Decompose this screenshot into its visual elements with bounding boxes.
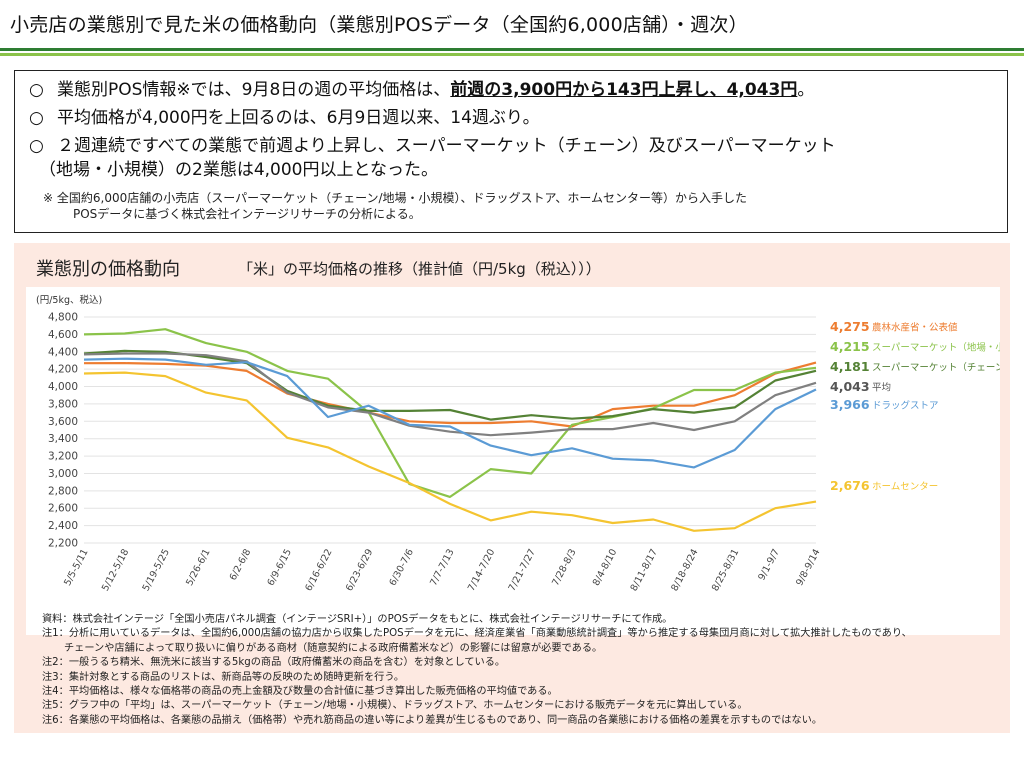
- header-rule-light: [0, 53, 1024, 56]
- bullet-circle-icon: ○: [29, 108, 44, 128]
- series-end-value-label: 4,043: [830, 379, 870, 394]
- footnote-line: 注6：各業態の平均価格は、各業態の品揃え（価格帯）や売れ筋商品の違い等により差異…: [42, 714, 823, 726]
- x-tick-label: 6/30-7/6: [387, 547, 416, 588]
- footnote-line: 注1：分析に用いているデータは、全国約6,000店舗の協力店から収集したPOSデ…: [42, 628, 912, 640]
- summary-bullet-1: ○ 業態別POS情報※では、9月8日の週の平均価格は、前週の3,900円から143…: [29, 79, 814, 101]
- bullet-2-text: 平均価格が4,000円を上回るのは、6月9日週以来、14週ぶり。: [57, 108, 540, 128]
- panel-subtitle: 「米」の平均価格の推移（推計値（円/5kg（税込）））: [238, 260, 601, 278]
- x-tick-label: 8/4-8/10: [591, 547, 620, 588]
- bullet-3-text: ２週連続ですべての業態で前週より上昇し、スーパーマーケット（チェーン）及びスーパ…: [57, 136, 836, 156]
- x-tick-label: 9/1-9/7: [756, 547, 782, 582]
- series-end-name-label: 平均: [872, 382, 891, 394]
- x-tick-label: 9/8-9/14: [794, 547, 823, 588]
- y-tick-label: 4,200: [48, 364, 78, 376]
- y-axis-unit-label: (円/5kg、税込): [36, 294, 102, 306]
- chart-area: (円/5kg、税込) 2,200 2,400 2,600 2,800 3,000 3,200…: [26, 287, 1024, 635]
- y-tick-label: 4,000: [48, 381, 78, 393]
- x-tick-label: 5/12-5/18: [100, 547, 131, 593]
- series-end-value-label: 4,275: [830, 319, 870, 334]
- x-tick-label: 8/11-8/17: [629, 547, 660, 593]
- y-tick-label: 4,600: [48, 329, 78, 341]
- summary-bullet-2: ○ 平均価格が4,000円を上回るのは、6月9日週以来、14週ぶり。: [29, 107, 540, 129]
- summary-note-line-2: POSデータに基づく株式会社インテージリサーチの分析による。: [73, 207, 421, 221]
- series-line: [83, 328, 817, 498]
- series-line: [83, 349, 817, 421]
- summary-box: ○ 業態別POS情報※では、9月8日の週の平均価格は、前週の3,900円から143…: [14, 70, 1008, 233]
- bullet-circle-icon: ○: [29, 80, 44, 100]
- footnote-line: 資料：株式会社インテージ「全国小売店パネル調査（インテージSRI+）」のPOSデ…: [42, 614, 673, 625]
- series-line: [83, 352, 817, 437]
- y-tick-label: 2,400: [48, 520, 78, 532]
- x-tick-label: 7/7-7/13: [428, 547, 457, 588]
- bullet-circle-icon: ○: [29, 136, 44, 156]
- summary-note-line-1: ※ 全国約6,000店舗の小売店（スーパーマーケット（チェーン/地場・小規模）、…: [43, 191, 747, 205]
- summary-bullet-3-cont: （地場・小規模）の2業態は4,000円以上となった。: [39, 159, 438, 181]
- y-tick-label: 3,800: [48, 398, 78, 410]
- series-line: [83, 361, 817, 428]
- x-tick-label: 5/5-5/11: [62, 547, 91, 588]
- x-tick-label: 8/25-8/31: [710, 547, 741, 593]
- summary-bullet-3: ○ ２週連続ですべての業態で前週より上昇し、スーパーマーケット（チェーン）及びスー…: [29, 135, 836, 157]
- y-tick-label: 2,200: [48, 538, 78, 550]
- series-line: [83, 371, 817, 532]
- x-tick-label: 7/14-7/20: [466, 547, 497, 593]
- series-end-name-label: 農林水産省・公表値: [872, 322, 958, 334]
- y-tick-label: 3,200: [48, 451, 78, 463]
- series-end-value-label: 2,676: [830, 478, 870, 493]
- bullet-1-suffix: 。: [797, 80, 815, 100]
- price-trend-chart: (円/5kg、税込) 2,200 2,400 2,600 2,800 3,000 3,200…: [36, 294, 1024, 593]
- series-line: [83, 357, 817, 469]
- panel-title: 業態別の価格動向: [36, 259, 180, 280]
- series-end-name-label: スーパーマーケット（チェーン）: [872, 362, 1000, 374]
- bullet-1-emphasis: 前週の3,900円から143円上昇し、4,043円: [450, 80, 798, 100]
- series-end-value-label: 3,966: [830, 397, 870, 412]
- footnote-line: 注3：集計対象とする商品のリストは、新商品等の反映のため随時更新を行う。: [42, 671, 405, 683]
- series-end-name-label: ホームセンター: [872, 482, 938, 493]
- bullet-3-text-2: （地場・小規模）の2業態は4,000円以上となった。: [39, 160, 438, 180]
- y-tick-label: 4,400: [48, 346, 78, 358]
- x-tick-label: 7/21-7/27: [507, 547, 538, 593]
- bullet-1-prefix: 業態別POS情報※では、9月8日の週の平均価格は、: [57, 80, 451, 100]
- x-tick-label: 6/16-6/22: [303, 547, 334, 593]
- series-end-name-label: ドラッグストア: [872, 400, 939, 412]
- y-tick-label: 2,600: [48, 503, 78, 515]
- x-tick-label: 7/28-8/3: [550, 547, 579, 588]
- series-end-value-label: 4,181: [830, 359, 870, 374]
- y-tick-label: 3,600: [48, 416, 78, 428]
- x-tick-label: 8/18-8/24: [669, 547, 700, 593]
- footnote-line: 注5：グラフ中の「平均」は、スーパーマーケット（チェーン/地場・小規模）、ドラッ…: [42, 700, 748, 712]
- series-end-name-label: スーパーマーケット（地場・小規模）: [872, 342, 1000, 354]
- x-tick-label: 6/2-6/8: [228, 547, 254, 582]
- y-tick-label: 3,400: [48, 433, 78, 445]
- x-tick-label: 5/26-6/1: [184, 547, 213, 588]
- page-title: 小売店の業態別で見た米の価格動向（業態別POSデータ（全国約6,000店舗）・週…: [10, 14, 748, 36]
- x-tick-label: 6/23-6/29: [344, 547, 375, 593]
- header-rule-dark: [0, 48, 1024, 51]
- x-tick-label: 6/9-6/15: [265, 547, 294, 588]
- series-end-value-label: 4,215: [830, 339, 870, 354]
- y-tick-label: 3,000: [48, 468, 78, 480]
- y-tick-label: 2,800: [48, 485, 78, 497]
- y-tick-label: 4,800: [48, 312, 78, 324]
- footnote-line: 注4：平均価格は、様々な価格帯の商品の売上金額及び数量の合計値に基づき算出した販…: [42, 686, 558, 698]
- footnotes: 資料：株式会社インテージ「全国小売店パネル調査（インテージSRI+）」のPOSデ…: [42, 613, 992, 728]
- x-tick-label: 5/19-5/25: [141, 547, 172, 593]
- chart-panel: 業態別の価格動向 「米」の平均価格の推移（推計値（円/5kg（税込））） (円/…: [14, 243, 1024, 733]
- footnote-line: チェーンや店舗によって取り扱いに偏りがある商材（随意契約による政府備蓄米など）の…: [64, 642, 603, 654]
- footnote-line: 注2：一般うるち精米、無洗米に該当する5kgの商品（政府備蓄米の商品を含む）を対…: [42, 657, 506, 669]
